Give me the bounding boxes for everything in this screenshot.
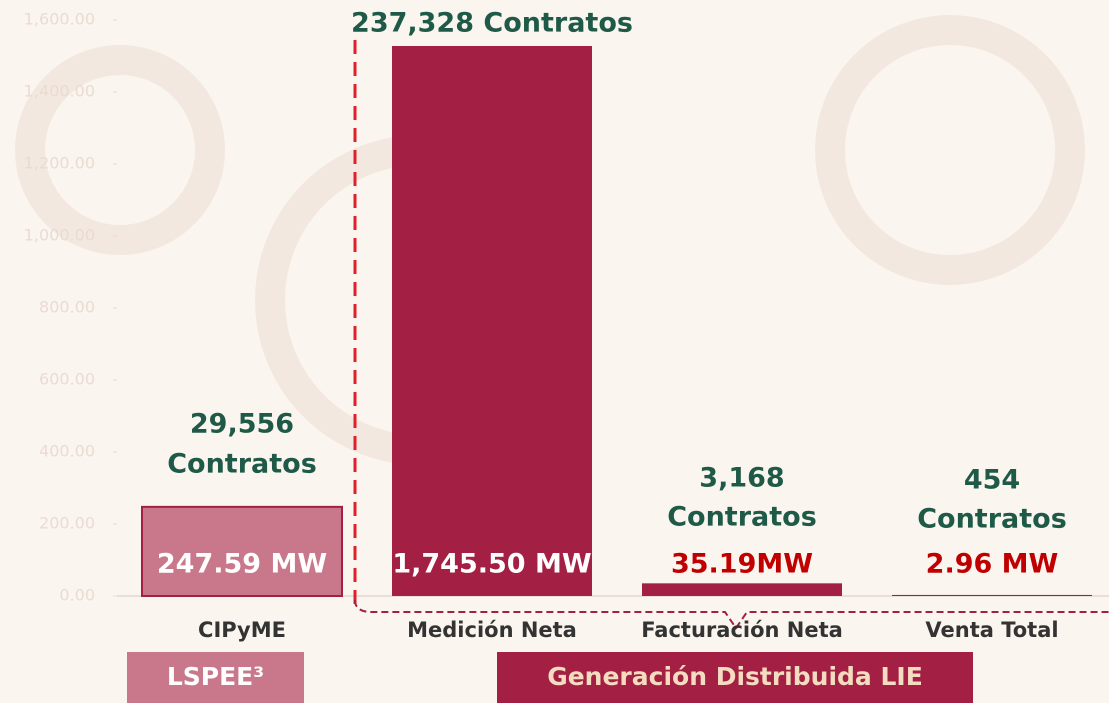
value-label: 247.59 MW: [157, 549, 327, 580]
y-tick-label: 400.00: [39, 442, 95, 461]
group-label: LSPEE³: [167, 662, 264, 691]
contract-label: Contratos: [917, 504, 1067, 535]
bar: [642, 583, 842, 596]
contract-label: Contratos: [167, 449, 317, 480]
group-label: Generación Distribuida LIE: [547, 662, 923, 691]
bar: [392, 0, 592, 596]
y-tick-label: 0.00: [59, 586, 95, 605]
chart: 0.00 200.00 400.00 600.00 800.00 1,000.00 1,20…: [0, 0, 1109, 703]
x-tick-label: CIPyME: [198, 618, 286, 642]
y-tick-label: 1,400.00: [24, 82, 95, 101]
y-tick-label: 1,600.00: [24, 10, 95, 29]
y-tick-label: 800.00: [39, 298, 95, 317]
y-tick-label: 600.00: [39, 370, 95, 389]
contract-label: 3,168: [699, 463, 784, 494]
value-label: 35.19MW: [671, 549, 813, 580]
value-label: 1,745.50 MW: [392, 549, 591, 580]
x-tick-label: Venta Total: [925, 618, 1058, 642]
bar: [892, 595, 1092, 596]
contract-label: Contratos: [667, 502, 817, 533]
y-tick-label: 1,200.00: [24, 154, 95, 173]
value-label: 2.96 MW: [926, 549, 1059, 580]
contract-label: 29,556: [190, 409, 294, 440]
contract-label: 237,328 Contratos: [351, 8, 633, 39]
y-tick-label: 200.00: [39, 514, 95, 533]
y-tick-label: 1,000.00: [24, 226, 95, 245]
contract-label: 454: [964, 465, 1020, 496]
x-tick-label: Facturación Neta: [641, 618, 843, 642]
x-tick-label: Medición Neta: [407, 618, 577, 642]
